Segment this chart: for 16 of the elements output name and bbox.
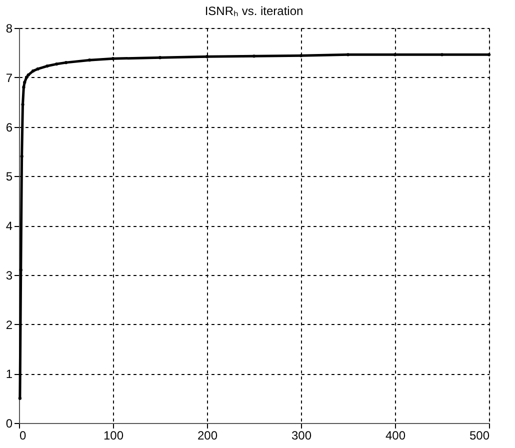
y-tick-label: 1 — [6, 367, 13, 382]
x-tick-label: 500 — [469, 428, 490, 442]
y-tick-label: 0 — [6, 416, 13, 430]
chart-title: ISNRₕ vs. iteration — [204, 4, 304, 18]
x-tick-label: 100 — [103, 428, 124, 442]
y-tick-label: 2 — [6, 318, 13, 332]
x-tick-label: 300 — [291, 428, 312, 442]
y-tick-label: 6 — [6, 120, 13, 134]
y-tick-label: 8 — [6, 22, 13, 36]
x-tick-label: 400 — [385, 428, 406, 442]
y-tick-label: 3 — [6, 268, 13, 282]
y-tick-label: 5 — [6, 170, 13, 184]
x-tick-label: 200 — [197, 428, 218, 442]
y-tick-label: 4 — [6, 219, 13, 233]
y-tick-label: 7 — [6, 70, 13, 85]
x-tick-label: 0 — [20, 428, 26, 442]
